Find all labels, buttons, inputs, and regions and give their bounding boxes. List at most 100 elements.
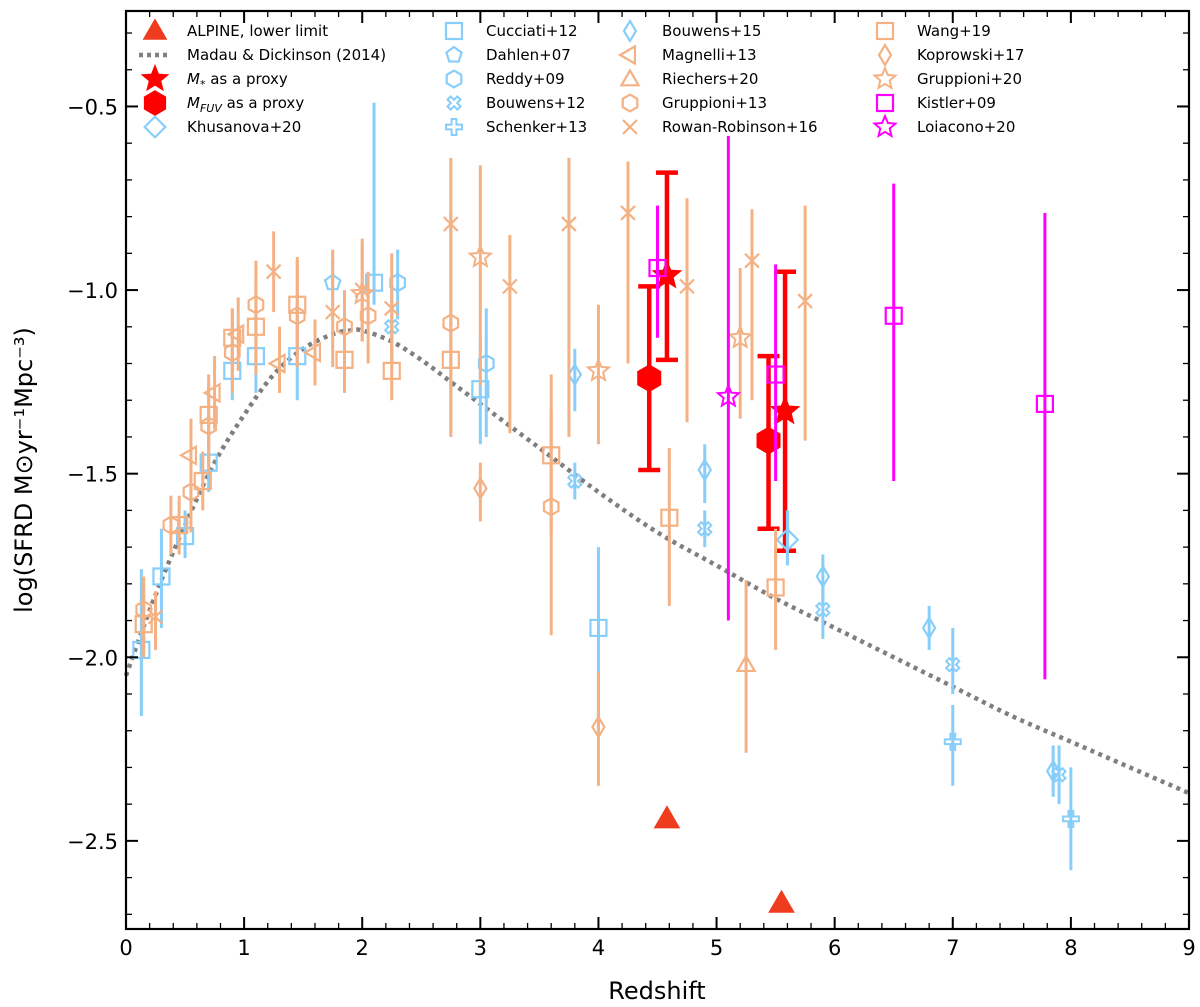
data-point: [223, 328, 242, 347]
legend-entry-alpine-lower-limit: ALPINE, lower limit: [142, 18, 328, 40]
legend-marker: [445, 69, 463, 89]
x-tick-label: 5: [710, 936, 723, 960]
legend-marker: [619, 68, 641, 87]
x-tick-label: 0: [119, 936, 132, 960]
legend-label: Dahlen+07: [486, 46, 571, 64]
x-tick-label: 3: [474, 936, 487, 960]
data-point: [467, 243, 494, 269]
data-point: [1061, 809, 1080, 828]
data-point: [660, 508, 679, 527]
y-tick-label: −1.5: [67, 463, 118, 487]
data-point: [815, 564, 831, 589]
legend-marker: [622, 119, 638, 135]
legend-label: M* as a proxy: [187, 70, 288, 91]
legend-label: Gruppioni+20: [917, 70, 1022, 88]
data-point: [1045, 758, 1061, 784]
x-tick-label: 8: [1064, 936, 1077, 960]
legend-marker: [446, 95, 462, 111]
data-point: [637, 364, 662, 393]
data-point: [766, 578, 785, 597]
data-point: [697, 457, 713, 483]
data-point: [441, 350, 460, 369]
legend-label: Loiacono+20: [917, 118, 1015, 136]
data-point: [542, 446, 561, 465]
legend-entry-wang-19: Wang+19: [875, 21, 991, 41]
legend-entry-magnelli-13: Magnelli+13: [617, 44, 757, 66]
data-point: [589, 618, 608, 637]
legend-entry-koprowski-17: Koprowski+17: [877, 42, 1024, 68]
legend-entry-kistler-09: Kistler+09: [875, 93, 996, 113]
legend-label: Bouwens+12: [486, 94, 585, 112]
legend-entry-rowan-robinson-16: Rowan-Robinson+16: [622, 118, 818, 136]
points-layer: [132, 102, 1080, 913]
legend-entry-gruppioni-20: Gruppioni+20: [872, 65, 1022, 91]
y-tick-label: −1.0: [67, 279, 118, 303]
legend-label: MFUV as a proxy: [187, 94, 304, 115]
legend-entry-reddy-09: Reddy+09: [445, 69, 565, 89]
data-point: [715, 382, 742, 408]
legend-entry-bouwens-15: Bouwens+15: [622, 18, 761, 44]
data-point: [591, 714, 606, 740]
series-mfuv-as-a-proxy: [637, 284, 781, 532]
data-point: [473, 476, 488, 501]
x-tick-label: 9: [1182, 936, 1195, 960]
data-point: [349, 280, 376, 305]
data-point: [383, 300, 400, 317]
legend-entry-schenker-13: Schenker+13: [445, 118, 587, 136]
legend-label: Koprowski+17: [917, 46, 1024, 64]
data-point: [653, 805, 681, 829]
y-tick-label: −2.0: [67, 646, 118, 670]
legend-label: ALPINE, lower limit: [187, 22, 328, 40]
data-point: [199, 405, 218, 425]
data-point: [246, 317, 266, 336]
data-point: [943, 732, 962, 751]
legend-label: Rowan-Robinson+16: [662, 118, 818, 136]
legend-label: Kistler+09: [917, 94, 996, 112]
axes-layer: 0 1 2 3 4 5 6 7 8 9 −2.5 −2.0 −1.5 −1.0 −0.5: [67, 9, 1196, 960]
x-axis-label: Redshift: [608, 977, 705, 1005]
data-point: [324, 304, 341, 320]
legend-entry-madau-dickinson-2014: Madau & Dickinson (2014): [139, 46, 386, 64]
data-point: [648, 258, 667, 278]
series-koprowski-17: [473, 462, 606, 786]
x-tick-label: 6: [828, 936, 841, 960]
data-point: [193, 471, 212, 491]
series-kistler-09: [648, 183, 1055, 680]
data-point: [170, 515, 189, 535]
data-point: [178, 444, 198, 466]
series-rowan-robinson-16: [147, 157, 813, 650]
data-point: [175, 526, 195, 546]
series-m-as-a-proxy: [651, 170, 801, 554]
legend-marker: [444, 21, 464, 41]
series-loiacono-20: [715, 135, 742, 621]
legend-marker: [140, 63, 170, 92]
legend-entry-mfuv-as-a-proxy: MFUV as a proxy: [143, 90, 304, 116]
legend-entry-gruppioni-13: Gruppioni+13: [621, 93, 767, 113]
data-point: [566, 473, 583, 489]
legend-label: Schenker+13: [486, 118, 587, 136]
y-tick-label: −2.5: [67, 830, 118, 854]
legend-label: Magnelli+13: [662, 46, 757, 64]
data-point: [335, 350, 354, 369]
legend-entry-khusanova-20: Khusanova+20: [143, 115, 301, 139]
legend-entry-riechers-20: Riechers+20: [619, 68, 758, 88]
data-point: [1051, 766, 1068, 783]
legend-label: Bouwens+15: [662, 22, 761, 40]
legend-label: Reddy+09: [486, 70, 565, 88]
data-point: [561, 216, 577, 232]
data-point: [696, 520, 713, 537]
legend-marker: [143, 90, 167, 116]
legend-entry-dahlen-07: Dahlen+07: [445, 45, 571, 64]
data-point: [265, 263, 282, 280]
data-point: [766, 365, 785, 384]
series-bouwens-15: [567, 348, 1061, 797]
x-tick-label: 1: [237, 936, 250, 960]
legend-marker: [877, 42, 893, 68]
legend-marker: [872, 113, 898, 139]
plot-frame: [124, 9, 1191, 931]
legend-marker: [872, 65, 898, 91]
y-axis-label: log(SFRD M⊙yr⁻¹Mpc⁻³): [10, 327, 38, 613]
legend-label: Cucciati+12: [486, 22, 578, 40]
data-point: [443, 216, 459, 232]
